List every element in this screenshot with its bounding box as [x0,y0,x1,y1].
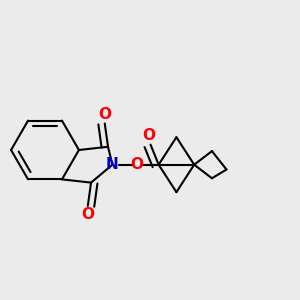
Text: O: O [130,157,143,172]
Text: O: O [98,107,111,122]
Text: O: O [81,207,94,222]
Text: O: O [142,128,155,143]
Text: N: N [106,157,119,172]
